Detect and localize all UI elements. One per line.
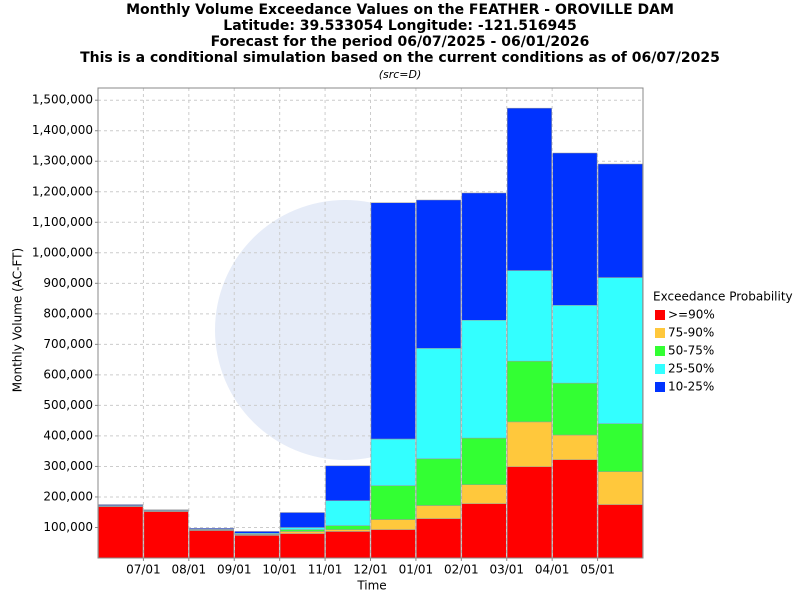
legend-swatch [655,310,665,320]
bar-segment [189,530,234,559]
y-tick-label: 1,000,000 [32,245,93,259]
bar-segment [507,466,552,559]
y-tick-label: 700,000 [43,337,93,351]
bar-segment [552,434,598,460]
chart-title: Forecast for the period 06/07/2025 - 06/… [211,34,590,50]
y-tick-label: 600,000 [43,367,93,381]
y-tick-label: 100,000 [43,520,93,534]
bar-segment [325,531,371,559]
bar-segment [597,163,643,278]
bar-segment [416,458,462,506]
bar-segment [416,505,462,519]
legend-swatch [655,346,665,356]
bar-segment [507,270,552,362]
bar-segment [98,506,144,559]
bar-segment [325,529,371,532]
chart-title: This is a conditional simulation based o… [80,50,720,66]
bar-segment [325,500,371,526]
bar-segment [143,511,189,559]
legend-swatch [655,364,665,374]
bar-segment [189,528,234,530]
plot-border [97,87,644,559]
bar-segment [552,459,598,559]
x-tick-label: 09/01 [217,563,252,577]
bar-segment [552,305,598,384]
x-tick-label: 03/01 [489,563,524,577]
x-tick-label: 08/01 [172,563,207,577]
bar-segment [507,107,552,271]
legend-label: 25-50% [668,362,714,376]
x-tick-label: 01/01 [399,563,434,577]
x-tick-label: 07/01 [126,563,161,577]
chart-title: Latitude: 39.533054 Longitude: -121.5169… [223,18,576,34]
bar-segment [507,360,552,423]
x-axis-label: Time [356,579,386,593]
bar-segment [461,437,507,486]
bar-segment [325,465,371,501]
bar-segment [98,504,144,506]
bar-segment [416,199,462,349]
bar-segment [370,519,416,530]
bar-segment [597,277,643,424]
bar-segment [370,485,416,520]
bar-segment [370,202,416,440]
bar-segment [370,438,416,486]
y-tick-label: 300,000 [43,459,93,473]
x-tick-label: 11/01 [308,563,343,577]
bar-segment [279,527,325,530]
bar-segment [234,531,280,534]
x-tick-label: 04/01 [535,563,570,577]
bar-segment [234,535,280,559]
bar-segment [279,512,325,528]
legend-label: 10-25% [668,380,714,394]
bar-segment [552,382,598,436]
bar-segment [552,152,598,306]
chart-subtitle: (src=D) [379,68,422,81]
bar-segment [143,509,189,511]
legend-title: Exceedance Probability [653,290,793,304]
bar-segment [461,484,507,504]
legend-label: 75-90% [668,326,714,340]
legend-label: 50-75% [668,344,714,358]
y-tick-label: 500,000 [43,398,93,412]
bar-segment [416,348,462,460]
bar-segment [461,503,507,559]
bar-segment [597,504,643,559]
bar-segment [325,525,371,530]
bar-segment [279,531,325,534]
chart-title: Monthly Volume Exceedance Values on the … [126,2,674,18]
x-tick-label: 10/01 [262,563,297,577]
y-tick-label: 400,000 [43,428,93,442]
y-axis-label: Monthly Volume (AC-FT) [11,248,25,392]
bar-segment [461,192,507,321]
y-tick-label: 1,400,000 [32,123,93,137]
x-tick-label: 02/01 [444,563,479,577]
bar-segment [370,529,416,559]
y-tick-label: 800,000 [43,306,93,320]
bar-segment [507,421,552,467]
bar-segment [416,518,462,559]
y-tick-label: 200,000 [43,489,93,503]
bar-segment [597,423,643,472]
bar-segment [461,320,507,439]
x-tick-label: 12/01 [353,563,388,577]
y-tick-label: 1,300,000 [32,154,93,168]
x-tick-label: 05/01 [580,563,615,577]
bar-segment [279,529,325,532]
bar-segment [597,471,643,505]
legend-swatch [655,328,665,338]
legend-swatch [655,382,665,392]
bar-segment [279,533,325,559]
y-tick-label: 900,000 [43,276,93,290]
y-tick-label: 1,100,000 [32,215,93,229]
y-tick-label: 1,500,000 [32,93,93,107]
y-tick-label: 1,200,000 [32,184,93,198]
legend-label: >=90% [668,308,715,322]
